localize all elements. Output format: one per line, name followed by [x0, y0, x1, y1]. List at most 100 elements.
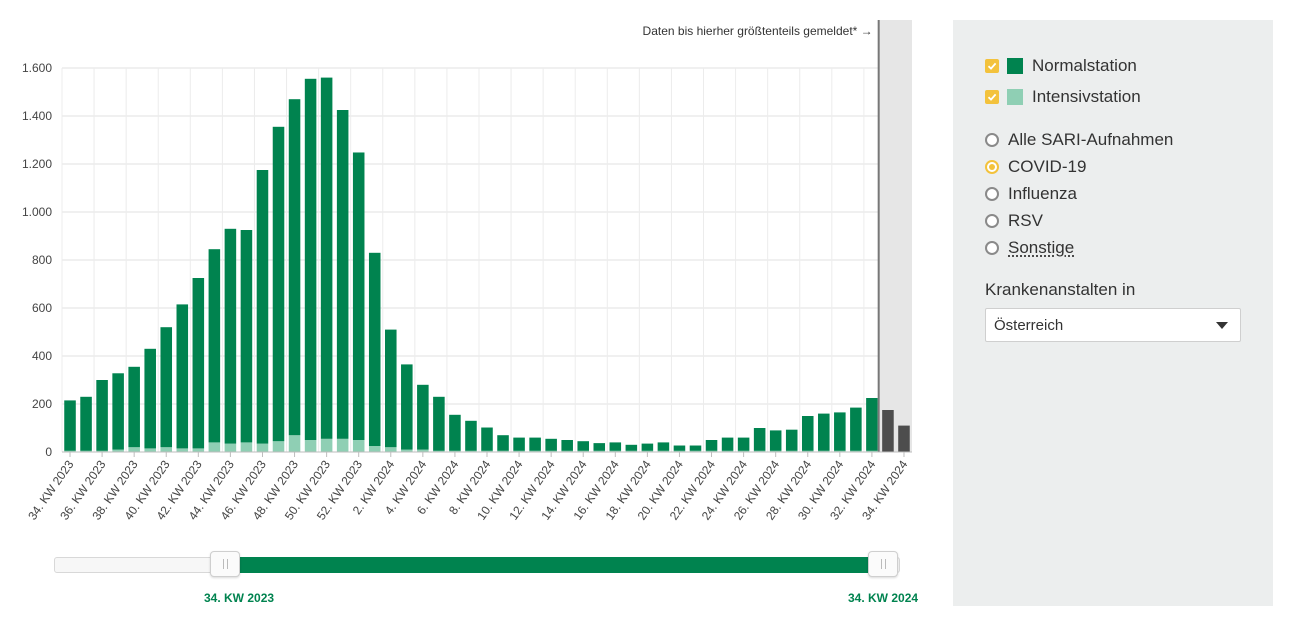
bar-intensivstation-19[interactable] [352, 440, 365, 452]
bar-preliminary-53[interactable] [898, 425, 910, 452]
bar-intensivstation-1[interactable] [64, 450, 76, 452]
checkbox-checked-icon[interactable] [985, 90, 999, 104]
bar-intensivstation-3[interactable] [96, 450, 108, 452]
bar-normalstation-4[interactable] [112, 373, 124, 450]
bar-normalstation-50[interactable] [850, 407, 862, 451]
bar-normalstation-33[interactable] [577, 441, 589, 451]
bar-normalstation-6[interactable] [144, 348, 156, 449]
bar-intensivstation-13[interactable] [256, 443, 269, 452]
bar-intensivstation-36[interactable] [625, 450, 638, 452]
bar-normalstation-34[interactable] [593, 443, 606, 451]
bar-intensivstation-15[interactable] [288, 435, 301, 452]
bar-intensivstation-38[interactable] [657, 450, 670, 452]
radio-sonstige[interactable]: Sonstige [985, 238, 1074, 258]
bar-normalstation-39[interactable] [673, 445, 686, 451]
bar-normalstation-35[interactable] [609, 442, 622, 451]
bar-normalstation-8[interactable] [176, 304, 189, 449]
bar-intensivstation-34[interactable] [593, 450, 606, 452]
bar-intensivstation-37[interactable] [641, 450, 654, 452]
bar-intensivstation-7[interactable] [160, 447, 173, 452]
slider-start-handle[interactable] [210, 551, 241, 577]
bar-normalstation-31[interactable] [545, 438, 557, 451]
bar-normalstation-14[interactable] [272, 126, 285, 442]
bar-normalstation-36[interactable] [625, 444, 638, 451]
week-range-slider[interactable] [54, 551, 900, 577]
bar-intensivstation-50[interactable] [850, 450, 862, 452]
bar-normalstation-10[interactable] [208, 249, 221, 443]
bar-intensivstation-32[interactable] [561, 450, 573, 452]
bar-normalstation-23[interactable] [417, 384, 429, 450]
bar-intensivstation-20[interactable] [368, 446, 381, 452]
bar-normalstation-13[interactable] [256, 170, 269, 444]
bar-normalstation-12[interactable] [240, 230, 253, 443]
bar-normalstation-24[interactable] [433, 396, 445, 451]
bar-normalstation-22[interactable] [401, 364, 413, 450]
bar-intensivstation-17[interactable] [320, 438, 333, 452]
bar-normalstation-15[interactable] [288, 99, 301, 436]
bar-intensivstation-48[interactable] [818, 450, 830, 452]
bar-normalstation-48[interactable] [818, 413, 830, 451]
bar-preliminary-52[interactable] [882, 410, 894, 452]
bar-normalstation-25[interactable] [449, 414, 461, 451]
bar-intensivstation-18[interactable] [336, 438, 349, 452]
bar-intensivstation-41[interactable] [705, 450, 718, 452]
bar-normalstation-2[interactable] [80, 396, 92, 451]
bar-intensivstation-23[interactable] [417, 449, 429, 452]
bar-normalstation-46[interactable] [785, 429, 798, 451]
bar-intensivstation-16[interactable] [304, 440, 317, 452]
bar-intensivstation-12[interactable] [240, 442, 253, 452]
bar-normalstation-30[interactable] [529, 437, 541, 451]
bar-intensivstation-31[interactable] [545, 450, 557, 452]
bar-intensivstation-10[interactable] [208, 442, 221, 452]
checkbox-checked-icon[interactable] [985, 59, 999, 73]
bar-intensivstation-22[interactable] [401, 449, 413, 452]
radio-influenza[interactable]: Influenza [985, 184, 1077, 204]
bar-normalstation-43[interactable] [737, 437, 750, 451]
radio-icon[interactable] [985, 241, 999, 255]
bar-normalstation-29[interactable] [513, 437, 525, 451]
bar-intensivstation-39[interactable] [673, 450, 686, 452]
bar-normalstation-40[interactable] [689, 445, 702, 451]
bar-normalstation-26[interactable] [465, 420, 477, 451]
bar-intensivstation-4[interactable] [112, 449, 124, 452]
bar-normalstation-45[interactable] [769, 430, 782, 451]
bar-normalstation-44[interactable] [753, 428, 766, 451]
bar-intensivstation-21[interactable] [385, 447, 397, 452]
radio-icon[interactable] [985, 133, 999, 147]
bar-normalstation-42[interactable] [721, 437, 734, 451]
bar-intensivstation-33[interactable] [577, 450, 589, 452]
bar-intensivstation-46[interactable] [785, 450, 798, 452]
bar-normalstation-41[interactable] [705, 440, 718, 451]
bar-normalstation-18[interactable] [336, 110, 349, 439]
bar-intensivstation-6[interactable] [144, 448, 156, 452]
bar-intensivstation-30[interactable] [529, 450, 541, 452]
radio-alle-sari[interactable]: Alle SARI-Aufnahmen [985, 130, 1173, 150]
radio-covid-19[interactable]: COVID-19 [985, 157, 1086, 177]
bar-intensivstation-40[interactable] [689, 450, 702, 452]
bar-intensivstation-8[interactable] [176, 448, 189, 452]
bar-normalstation-3[interactable] [96, 380, 108, 451]
radio-icon[interactable] [985, 214, 999, 228]
bar-normalstation-11[interactable] [224, 228, 237, 444]
bar-intensivstation-29[interactable] [513, 450, 525, 452]
bar-intensivstation-49[interactable] [834, 450, 846, 452]
bar-normalstation-49[interactable] [834, 412, 846, 451]
radio-icon[interactable] [985, 187, 999, 201]
bar-intensivstation-11[interactable] [224, 443, 237, 452]
bar-intensivstation-51[interactable] [866, 450, 878, 452]
bar-intensivstation-27[interactable] [481, 450, 493, 452]
bar-intensivstation-25[interactable] [449, 450, 461, 452]
bar-normalstation-28[interactable] [497, 435, 509, 451]
bar-normalstation-7[interactable] [160, 327, 173, 448]
bar-normalstation-17[interactable] [320, 77, 333, 439]
bar-normalstation-38[interactable] [657, 442, 670, 451]
bar-normalstation-27[interactable] [481, 427, 493, 451]
bar-normalstation-51[interactable] [866, 398, 878, 451]
bar-intensivstation-28[interactable] [497, 450, 509, 452]
radio-selected-icon[interactable] [985, 160, 999, 174]
checkbox-intensivstation[interactable]: Intensivstation [985, 87, 1141, 107]
bar-normalstation-32[interactable] [561, 440, 573, 451]
bar-normalstation-16[interactable] [304, 78, 317, 441]
radio-rsv[interactable]: RSV [985, 211, 1043, 231]
bar-intensivstation-26[interactable] [465, 450, 477, 452]
